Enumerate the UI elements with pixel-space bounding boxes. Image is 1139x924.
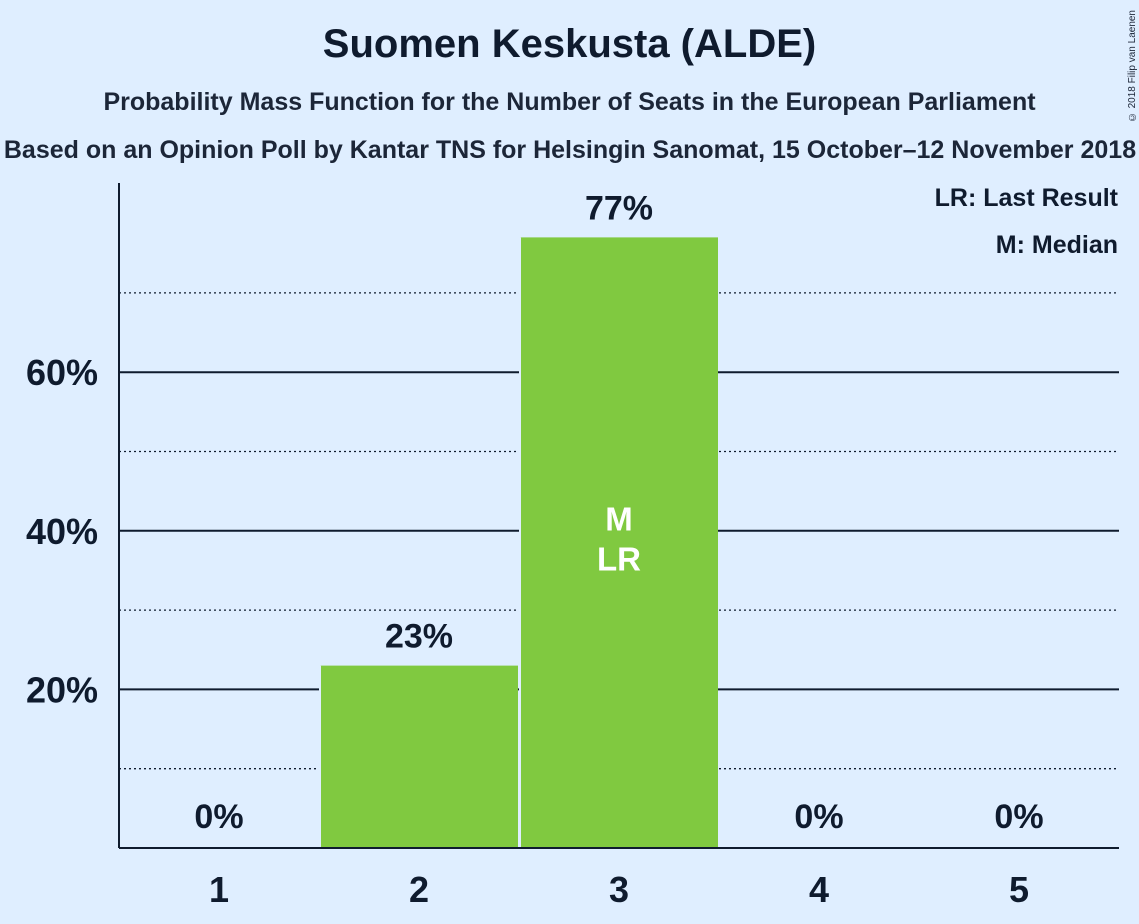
chart-title: Suomen Keskusta (ALDE)	[322, 22, 817, 66]
x-tick-label: 3	[609, 869, 629, 910]
chart-subtitle: Probability Mass Function for the Number…	[103, 88, 1036, 116]
bar-value-label: 23%	[385, 618, 453, 656]
bar	[320, 665, 518, 848]
x-tick-label: 1	[209, 869, 229, 910]
bar-annotation: LR	[597, 541, 641, 578]
bar	[520, 237, 718, 848]
bar-value-label: 77%	[585, 189, 653, 227]
chart-subtitle-source: Based on an Opinion Poll by Kantar TNS f…	[3, 136, 1137, 164]
bar-value-label: 0%	[994, 798, 1043, 836]
legend-last-result: LR: Last Result	[934, 184, 1118, 212]
x-tick-label: 4	[809, 869, 829, 910]
y-tick-label: 60%	[26, 352, 98, 393]
bar-value-label: 0%	[794, 798, 843, 836]
y-tick-label: 20%	[26, 669, 98, 710]
legend-median: M: Median	[995, 231, 1118, 259]
x-tick-label: 2	[409, 869, 429, 910]
bar-annotation: M	[605, 501, 633, 538]
x-tick-label: 5	[1009, 869, 1029, 910]
bar-value-label: 0%	[194, 798, 243, 836]
y-tick-label: 40%	[26, 511, 98, 552]
